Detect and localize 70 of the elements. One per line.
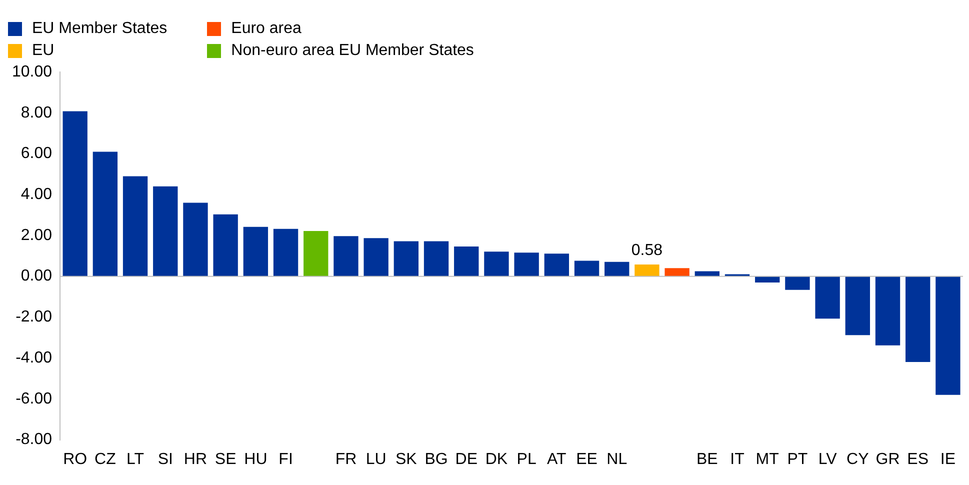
- bar: [454, 246, 479, 276]
- bar: [785, 276, 810, 290]
- y-tick-label: -2.00: [16, 308, 52, 326]
- legend-label: EU: [31, 41, 56, 61]
- x-tick-label: CZ: [94, 450, 116, 468]
- y-tick-label: 8.00: [20, 104, 52, 122]
- x-tick-label: BE: [696, 450, 718, 468]
- bar: [484, 252, 509, 276]
- x-tick-label: LU: [366, 450, 386, 468]
- bar: [424, 241, 449, 276]
- x-tick-label: PT: [787, 450, 808, 468]
- bar: [936, 276, 960, 395]
- bar: [845, 276, 870, 336]
- x-tick-label: IE: [940, 450, 956, 468]
- x-tick-label: SK: [396, 450, 418, 468]
- y-tick-label: 0.00: [20, 268, 52, 285]
- bar: [604, 262, 630, 276]
- x-tick-label: HU: [244, 450, 268, 468]
- bar: [364, 238, 388, 276]
- bar: [304, 230, 328, 276]
- bar: [394, 241, 419, 276]
- x-tick-label: DE: [455, 450, 478, 468]
- bar: [815, 276, 840, 319]
- y-tick-label: 4.00: [20, 186, 52, 204]
- x-tick-label: BG: [424, 450, 448, 468]
- y-tick-label: -8.00: [16, 431, 52, 448]
- x-tick-label: GR: [876, 450, 900, 468]
- legend-label: EU Member States: [31, 19, 168, 39]
- x-tick-label: HR: [184, 450, 208, 468]
- bar: [544, 254, 570, 276]
- bar: [92, 152, 118, 276]
- bar: [574, 260, 600, 276]
- y-tick-label: -4.00: [16, 349, 52, 366]
- y-tick-label: 6.00: [20, 145, 52, 162]
- x-tick-label: RO: [63, 450, 88, 468]
- y-tick-label: 10.00: [12, 63, 52, 80]
- bar: [634, 264, 660, 276]
- x-tick-label: LT: [126, 450, 144, 468]
- bar: [183, 202, 208, 276]
- x-tick-label: MT: [756, 450, 780, 468]
- x-tick-label: ES: [907, 450, 929, 468]
- x-tick-label: AT: [547, 450, 567, 468]
- bar: [213, 214, 238, 276]
- x-tick-label: SE: [214, 450, 236, 468]
- bar: [153, 186, 178, 276]
- x-tick-label: FI: [278, 450, 293, 468]
- bar: [62, 111, 88, 276]
- bar: [875, 276, 900, 346]
- legend-label: Non-euro area EU Member States: [230, 41, 474, 61]
- y-tick-label: 2.00: [20, 226, 52, 244]
- bar: [273, 228, 298, 276]
- bar: [694, 271, 720, 276]
- x-tick-label: PL: [516, 450, 536, 468]
- x-tick-label: FR: [335, 450, 357, 468]
- bar: [906, 276, 930, 362]
- bar: [122, 176, 148, 276]
- x-tick-label: CY: [846, 450, 870, 468]
- x-tick-label: LV: [818, 450, 838, 468]
- bar: [514, 252, 539, 276]
- bar: [664, 268, 690, 276]
- data-label: 0.58: [631, 242, 663, 259]
- bar: [243, 226, 268, 276]
- x-tick-label: EE: [576, 450, 598, 468]
- bar: [334, 236, 358, 276]
- legend-label: Euro area: [230, 19, 302, 39]
- x-tick-label: DK: [485, 450, 508, 468]
- x-tick-label: SI: [158, 450, 173, 468]
- x-tick-label: IT: [730, 450, 745, 468]
- y-tick-label: -6.00: [16, 390, 52, 408]
- x-tick-label: NL: [606, 450, 628, 468]
